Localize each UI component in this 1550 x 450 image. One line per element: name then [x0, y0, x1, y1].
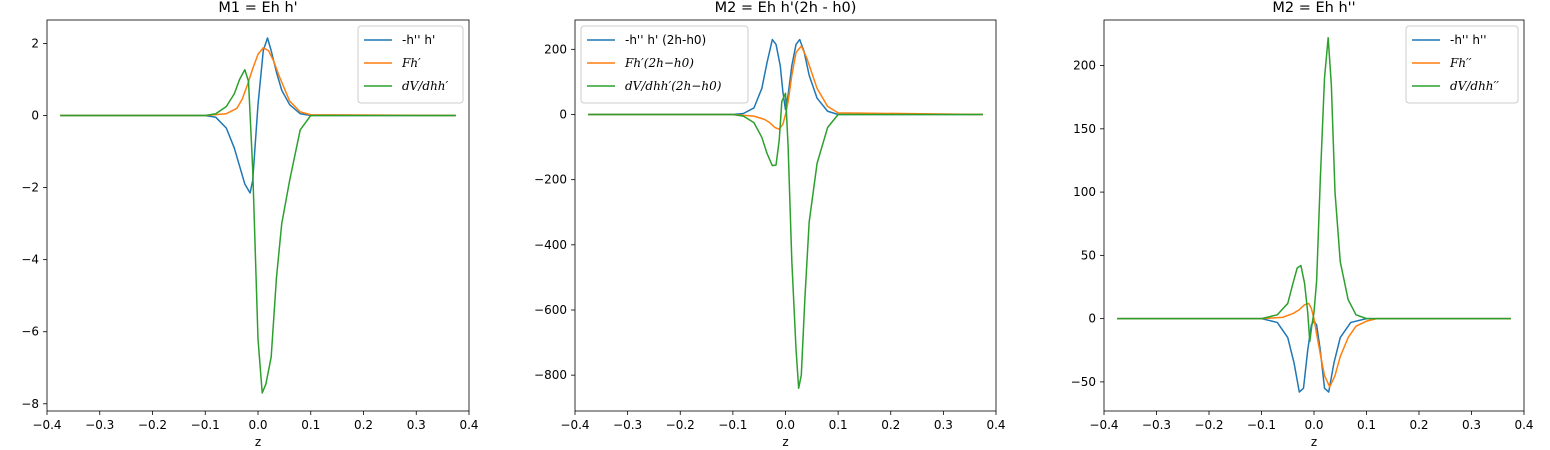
x-tick-label: 0.4 — [986, 418, 1005, 432]
y-tick-label: −200 — [534, 173, 567, 187]
series-line-3 — [588, 92, 983, 389]
y-tick-label: −8 — [21, 397, 39, 411]
y-tick-label: 0 — [31, 108, 39, 122]
y-tick-label: −800 — [534, 368, 567, 382]
x-axis-label: z — [255, 435, 261, 449]
x-tick-label: 0.3 — [407, 418, 426, 432]
legend-entry-label: Fh′ — [401, 56, 421, 70]
x-axis-label: z — [782, 435, 788, 449]
x-tick-label: 0.1 — [829, 418, 848, 432]
y-tick-label: 200 — [544, 42, 567, 56]
series-line-2 — [1117, 302, 1511, 388]
x-tick-label: 0.1 — [1357, 418, 1376, 432]
y-tick-label: −50 — [1071, 375, 1096, 389]
y-tick-label: −2 — [21, 181, 39, 195]
x-tick-label: 0.2 — [1409, 418, 1428, 432]
x-tick-label: 0.4 — [459, 418, 478, 432]
legend-entry-label: -h'' h' — [402, 33, 435, 47]
legend-entry-label: dV/dhh′(2h−h0) — [625, 79, 722, 93]
x-axis-label: z — [1311, 435, 1317, 449]
x-tick-label: 0.0 — [1304, 418, 1323, 432]
x-tick-label: −0.4 — [560, 418, 589, 432]
legend-box — [580, 25, 749, 104]
x-tick-label: −0.3 — [613, 418, 642, 432]
y-tick-label: 50 — [1081, 248, 1096, 262]
legend: -h'' h' Fh′ dV/dhh′ — [357, 25, 464, 104]
y-tick-label: −4 — [21, 253, 39, 267]
x-tick-label: −0.2 — [138, 418, 167, 432]
x-tick-label: 0.0 — [248, 418, 267, 432]
y-tick-label: 100 — [1073, 185, 1096, 199]
x-tick-label: 0.1 — [301, 418, 320, 432]
x-tick-label: −0.1 — [191, 418, 220, 432]
x-tick-label: −0.3 — [85, 418, 114, 432]
x-tick-label: −0.4 — [32, 418, 61, 432]
x-tick-label: 0.0 — [776, 418, 795, 432]
chart-title: M2 = Eh h'' — [1272, 0, 1355, 16]
series-line-2 — [60, 47, 456, 117]
x-tick-label: 0.2 — [354, 418, 373, 432]
series-line-3 — [1117, 36, 1511, 343]
legend: -h'' h' (2h-h0) Fh′(2h−h0) dV/dhh′(2h−h0) — [580, 25, 749, 104]
y-tick-label: 2 — [31, 36, 39, 50]
series-line-1 — [588, 38, 983, 116]
y-tick-label: −400 — [534, 238, 567, 252]
x-tick-label: −0.2 — [666, 418, 695, 432]
series-line-3 — [60, 68, 456, 394]
legend-entry-label: Fh′(2h−h0) — [624, 56, 694, 70]
legend-box — [1405, 25, 1519, 104]
chart-panel-2: M2 = Eh h'(2h - h0) −0.4 −0.3 −0.2 −0.1 0.0 0.… — [534, 0, 1006, 449]
chart-title: M1 = Eh h' — [218, 0, 297, 16]
x-tick-label: 0.2 — [881, 418, 900, 432]
x-tick-label: 0.3 — [1462, 418, 1481, 432]
y-tick-label: 0 — [559, 107, 567, 121]
x-tick-label: 0.4 — [1514, 418, 1533, 432]
series-line-1 — [60, 37, 456, 194]
chart-panel-1: M1 = Eh h' −0.4 −0.3 −0.2 −0.1 0.0 0.1 0.2 0.3 0.… — [21, 0, 478, 449]
x-tick-label: −0.4 — [1089, 418, 1118, 432]
x-tick-label: −0.1 — [1247, 418, 1276, 432]
x-tick-label: 0.3 — [934, 418, 953, 432]
y-tick-label: 150 — [1073, 122, 1096, 136]
legend-entry-label: Fh′′ — [1449, 56, 1472, 70]
legend-entry-label: -h'' h' (2h-h0) — [625, 33, 706, 47]
y-tick-label: −6 — [21, 325, 39, 339]
legend: -h'' h'' Fh′′ dV/dhh′′ — [1405, 25, 1519, 104]
y-tick-label: 0 — [1088, 312, 1096, 326]
chart-panel-3: M2 = Eh h'' −0.4 −0.3 −0.2 −0.1 0.0 0.1 0.2 0.3 0… — [1071, 0, 1534, 449]
y-tick-label: −600 — [534, 303, 567, 317]
x-tick-label: −0.1 — [718, 418, 747, 432]
legend-entry-label: dV/dhh′ — [402, 79, 449, 93]
chart-title: M2 = Eh h'(2h - h0) — [715, 0, 857, 16]
x-tick-label: −0.3 — [1142, 418, 1171, 432]
legend-entry-label: dV/dhh′′ — [1450, 79, 1499, 93]
y-tick-label: 200 — [1073, 59, 1096, 73]
x-tick-label: −0.2 — [1194, 418, 1223, 432]
legend-entry-label: -h'' h'' — [1450, 33, 1487, 47]
legend-box — [357, 25, 464, 104]
